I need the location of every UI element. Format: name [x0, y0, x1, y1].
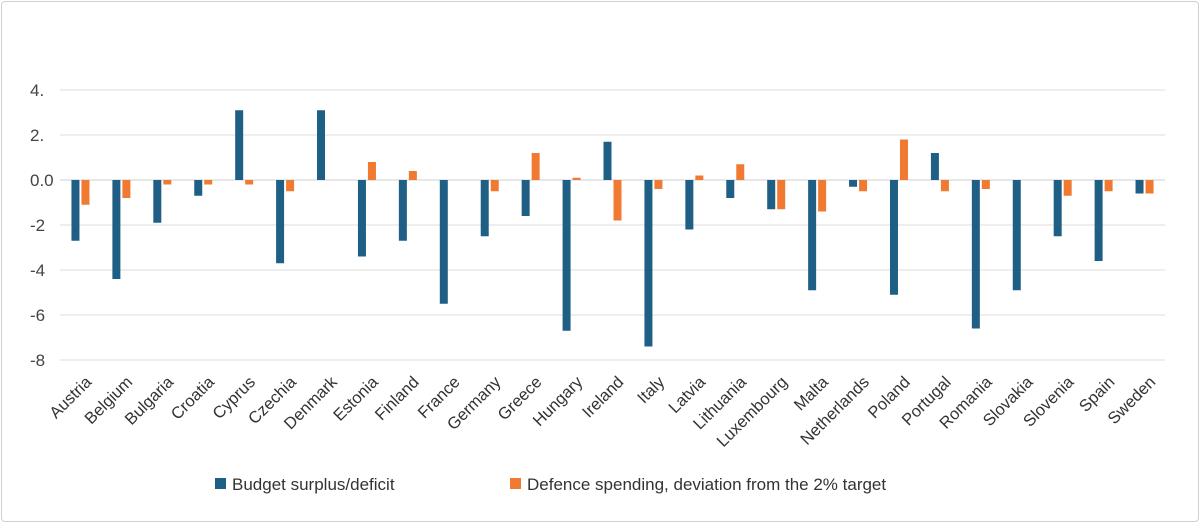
bar-budget-bulgaria [153, 180, 162, 223]
x-tick-label-ireland: Ireland [579, 373, 627, 421]
y-tick-label: 4. [30, 81, 44, 100]
bar-budget-italy [644, 180, 653, 347]
bar-defence-austria [81, 180, 90, 205]
bar-defence-spain [1104, 180, 1113, 192]
x-tick-label-italy: Italy [634, 373, 669, 408]
bar-budget-estonia [357, 180, 366, 257]
bar-defence-lithuania [736, 164, 745, 180]
bar-budget-sweden [1135, 180, 1144, 194]
y-tick-label: -6 [30, 306, 45, 325]
bar-defence-croatia [204, 180, 213, 185]
bar-defence-poland [899, 139, 908, 180]
y-tick-label: 0.0 [30, 171, 54, 190]
legend-label-budget: Budget surplus/deficit [232, 475, 395, 494]
bar-budget-spain [1094, 180, 1103, 261]
legend-swatch-budget [215, 478, 226, 489]
y-tick-label: -4 [30, 261, 45, 280]
bar-defence-portugal [940, 180, 949, 192]
bar-budget-denmark [317, 110, 326, 180]
bar-budget-latvia [685, 180, 694, 230]
bar-defence-netherlands [859, 180, 868, 192]
bar-budget-luxembourg [767, 180, 776, 210]
bar-defence-hungary [572, 177, 581, 180]
bar-budget-slovakia [1012, 180, 1021, 291]
bar-budget-malta [808, 180, 817, 291]
bar-defence-germany [490, 180, 499, 192]
legend: Budget surplus/deficit Defence spending,… [215, 475, 886, 494]
bar-defence-cyprus [245, 180, 254, 185]
bar-defence-greece [531, 153, 540, 180]
bar-budget-greece [521, 180, 530, 216]
bar-budget-czechia [276, 180, 285, 264]
x-tick-label-finland: Finland [372, 373, 423, 424]
x-tick-label-croatia: Croatia [168, 373, 219, 424]
bar-budget-portugal [930, 153, 939, 180]
x-axis-category-labels: AustriaBelgiumBulgariaCroatiaCyprusCzech… [46, 373, 1159, 451]
bar-budget-cyprus [235, 110, 244, 180]
bar-defence-sweden [1145, 180, 1154, 194]
bar-defence-latvia [695, 175, 704, 180]
bar-budget-poland [889, 180, 898, 295]
bars [71, 110, 1154, 347]
bar-defence-belgium [122, 180, 131, 198]
bar-budget-croatia [194, 180, 203, 196]
x-tick-label-estonia: Estonia [330, 373, 382, 425]
y-axis-tick-labels: 4. 2. 0.0 -2 -4 -6 -8 [30, 81, 54, 370]
y-tick-label: -8 [30, 351, 45, 370]
bar-defence-malta [818, 180, 827, 212]
bar-defence-ireland [613, 180, 622, 221]
bar-budget-netherlands [849, 180, 858, 187]
bar-budget-ireland [603, 141, 612, 180]
y-tick-label: -2 [30, 216, 45, 235]
gridlines [60, 89, 1165, 361]
legend-label-defence: Defence spending, deviation from the 2% … [527, 475, 886, 494]
bar-defence-luxembourg [777, 180, 786, 210]
bar-defence-bulgaria [163, 180, 172, 185]
y-tick-label: 2. [30, 126, 44, 145]
bar-defence-czechia [286, 180, 295, 192]
bar-defence-slovenia [1063, 180, 1072, 196]
bar-budget-romania [971, 180, 980, 329]
bar-budget-slovenia [1053, 180, 1062, 237]
bar-defence-finland [408, 171, 417, 180]
bar-budget-austria [71, 180, 80, 241]
legend-swatch-defence [510, 478, 521, 489]
bar-budget-france [439, 180, 448, 304]
bar-defence-estonia [367, 162, 376, 180]
bar-budget-hungary [562, 180, 571, 331]
bar-budget-finland [398, 180, 407, 241]
bar-defence-romania [981, 180, 990, 189]
bar-budget-germany [480, 180, 489, 237]
bar-budget-lithuania [726, 180, 735, 198]
bar-defence-italy [654, 180, 663, 189]
bar-budget-belgium [112, 180, 121, 279]
